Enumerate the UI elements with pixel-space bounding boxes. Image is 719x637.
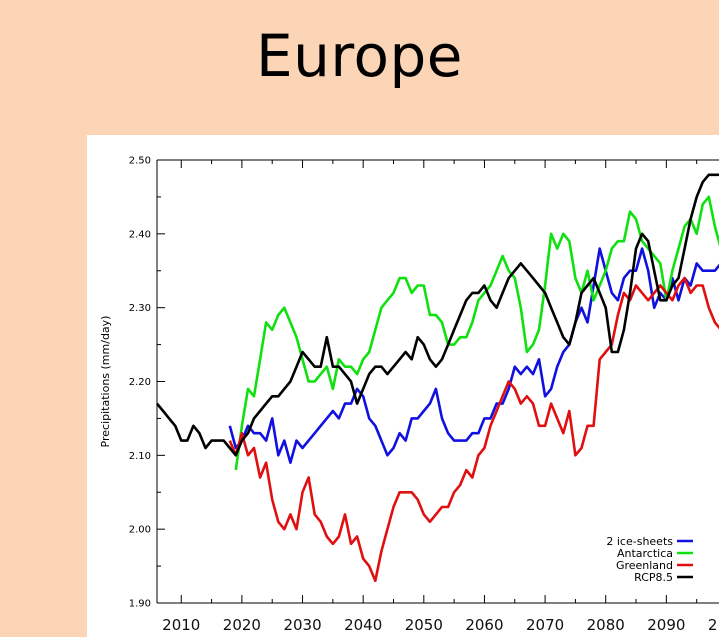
legend-label: 2 ice-sheets [606,535,673,548]
x-tick-label: 2040 [344,616,382,634]
y-tick-label: 1.90 [129,599,151,610]
precipitation-chart: 1.90 2.00 2.10 2.20 2.30 2.40 2.50 2010 2020 2030… [99,156,719,634]
x-tick-label: 2100 [708,616,719,634]
legend-label: RCP8.5 [634,571,673,584]
series-line-2-ice-sheets [228,247,719,465]
chart-panel: 1.90 2.00 2.10 2.20 2.30 2.40 2.50 2010 2020 2030… [87,135,719,637]
series-line-antarctica [234,195,719,471]
x-tick-label: 2010 [162,616,200,634]
x-tick-label: 2070 [526,616,564,634]
y-tick-label: 2.30 [129,303,151,314]
slide-title: Europe [256,22,463,90]
y-tick-label: 2.50 [129,156,151,167]
x-tick-label: 2080 [587,616,625,634]
y-axis-title: Precipitations (mm/day) [99,316,112,448]
x-tick-label: 2020 [223,616,261,634]
legend-label: Antarctica [617,547,673,560]
y-tick-label: 2.40 [129,229,151,240]
series-line-rcp8-5 [155,173,719,457]
y-tick-label: 2.00 [129,525,151,536]
x-tick-label: 2060 [465,616,503,634]
legend-label: Greenland [616,559,673,572]
y-tick-label: 2.20 [129,377,151,388]
x-tick-label: 2050 [405,616,443,634]
x-tick-label: 2030 [283,616,321,634]
y-tick-label: 2.10 [129,451,151,462]
x-tick-label: 2090 [647,616,685,634]
series-line-greenland [228,276,719,583]
